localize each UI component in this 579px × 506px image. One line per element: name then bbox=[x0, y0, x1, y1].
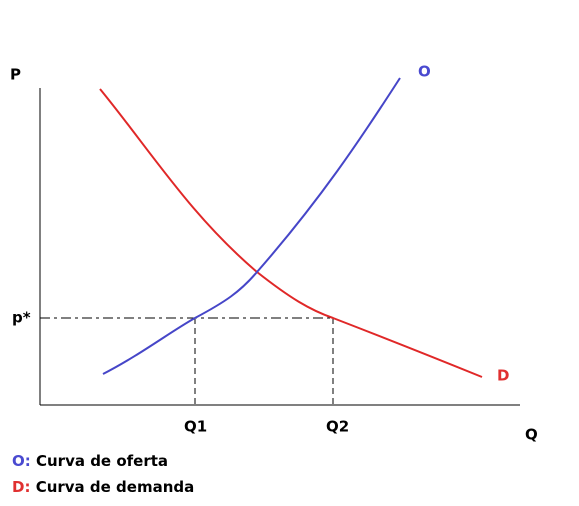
supply-curve bbox=[102, 77, 401, 375]
legend-key: O: bbox=[12, 452, 31, 470]
legend-entry: O: Curva de oferta bbox=[12, 452, 168, 470]
q2-label: Q2 bbox=[326, 418, 349, 436]
demand-label: D bbox=[497, 367, 509, 385]
legend-key: D: bbox=[12, 478, 30, 496]
legend-entry: D: Curva de demanda bbox=[12, 478, 194, 496]
legend-text: Curva de demanda bbox=[36, 478, 195, 496]
y-axis-label: P bbox=[10, 66, 21, 84]
q1-label: Q1 bbox=[184, 418, 207, 436]
demand-curve bbox=[99, 88, 483, 378]
legend-text: Curva de oferta bbox=[36, 452, 168, 470]
price-label: p* bbox=[12, 309, 31, 327]
supply-label: O bbox=[418, 63, 431, 81]
x-axis-label: Q bbox=[525, 426, 538, 444]
